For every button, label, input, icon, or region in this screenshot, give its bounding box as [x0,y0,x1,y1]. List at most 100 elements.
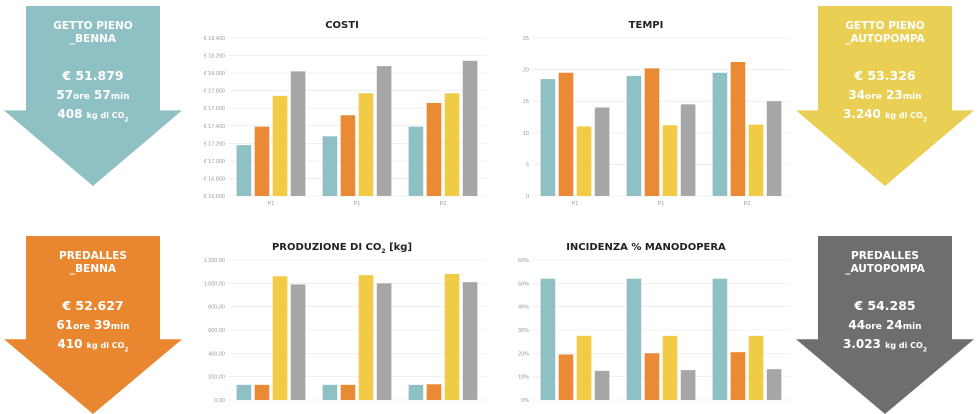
arrow-co2-value: 408 [57,107,86,121]
arrow-co2-subscript: 2 [124,346,128,353]
bar [273,96,288,196]
bar [681,370,696,400]
arrow-minutes: 57 [90,88,111,102]
bar [445,274,460,400]
bar [645,68,660,196]
y-tick-label: 25 [523,36,529,42]
bar [255,127,270,196]
bar [359,275,374,400]
arrow-co2-subscript: 2 [923,116,927,123]
bar [663,125,678,196]
x-tick-label: P1 [658,201,665,207]
bar [255,385,270,400]
arrow-co2-value: 410 [57,337,86,351]
chart-incidenza-manodopera: INCIDENZA % MANODOPERA 0% 10% 20% 30% 40% 50% 6… [496,240,796,414]
y-tick-label: 200,00 [208,375,225,381]
bar [409,385,424,400]
bar [645,353,660,400]
arrow-title-line1: PREDALLES [4,250,182,263]
arrow-title: GETTO PIENO _AUTOPOMPA [796,20,974,46]
y-tick-label: € 18.000 [204,71,225,77]
bar [273,276,288,400]
arrow-hours-unit: ore [865,92,882,102]
bar [291,285,306,401]
arrow-co2: 3.240 kg di CO2 [796,107,974,123]
bar [463,61,478,196]
y-tick-label: 50% [518,281,529,287]
bar [237,385,252,400]
y-tick-label: 0 [526,194,529,200]
bar [595,371,610,400]
y-tick-label: 1.200,00 [204,258,225,264]
bar [767,101,782,196]
arrow-minutes-unit: min [903,92,922,102]
bar [559,73,574,196]
arrow-co2: 3.023 kg di CO2 [796,337,974,353]
arrow-hours: 57 [56,88,73,102]
bar [427,384,442,400]
arrow-co2-value: 3.023 [843,337,885,351]
arrow-hours: 34 [848,88,865,102]
bar [749,125,764,196]
bar [463,282,478,400]
arrow-title-line2: _BENNA [4,263,182,276]
arrow-title-line2: _BENNA [4,33,182,46]
arrow-hours-unit: ore [73,322,90,332]
arrow-title-line2: _AUTOPOMPA [796,33,974,46]
y-tick-label: 5 [526,162,529,168]
arrow-co2: 408 kg di CO2 [4,107,182,123]
bar [749,336,764,400]
bar [377,66,392,196]
arrow-title: GETTO PIENO _BENNA [4,20,182,46]
y-tick-label: 10% [518,375,529,381]
arrow-minutes-unit: min [111,322,130,332]
bar [341,115,356,196]
chart-plot: 0 5 10 15 20 25 P1 P1 P2 [496,18,796,210]
y-tick-label: 800,00 [208,305,225,311]
bar [713,279,728,400]
bar [767,369,782,400]
y-tick-label: € 16.600 [204,194,225,200]
y-tick-label: € 18.200 [204,54,225,60]
arrow-minutes-unit: min [111,92,130,102]
x-tick-label: P1 [354,201,361,207]
bar [377,283,392,400]
y-tick-label: 40% [518,305,529,311]
bar [595,108,610,196]
y-tick-label: 400,00 [208,351,225,357]
arrow-duration: 57ore 57min [4,88,182,102]
bar [323,385,338,400]
bar [731,352,746,400]
arrow-co2-unit: kg di CO [885,341,923,350]
y-tick-label: 0% [521,398,529,404]
bar [359,93,374,196]
y-tick-label: € 17.600 [204,106,225,112]
arrow-duration: 34ore 23min [796,88,974,102]
bar [323,136,338,196]
arrow-minutes-unit: min [903,322,922,332]
y-tick-label: 20 [523,68,529,74]
arrow-predalles-autopompa: PREDALLES _AUTOPOMPA € 54.285 44ore 24min 3.… [796,236,974,414]
bar [409,127,424,196]
arrow-hours: 44 [848,318,865,332]
arrow-cost: € 53.326 [796,68,974,83]
arrow-cost: € 54.285 [796,298,974,313]
arrow-co2-unit: kg di CO [87,111,125,120]
chart-produzione-co2: PRODUZIONE DI CO2 [kg] 0,00 200,00 400,00 60… [192,240,492,414]
bar [713,73,728,196]
bar [577,336,592,400]
bar [541,279,556,400]
y-tick-label: € 17.000 [204,159,225,165]
arrow-hours: 61 [56,318,73,332]
bar [341,385,356,400]
chart-costi: COSTI € 16.600 € 16.800 € 17.000 € 17.200 € 1… [192,18,492,210]
x-tick-label: P2 [440,201,447,207]
bar [681,104,696,196]
arrow-duration: 61ore 39min [4,318,182,332]
bar [663,336,678,400]
chart-tempi: TEMPI 0 5 10 15 20 25 P1 P1 P2 [496,18,796,210]
chart-plot: 0,00 200,00 400,00 600,00 800,00 1.000,00 1.20… [192,240,492,414]
arrow-co2-unit: kg di CO [885,111,923,120]
bar [559,355,574,401]
arrow-co2-unit: kg di CO [87,341,125,350]
